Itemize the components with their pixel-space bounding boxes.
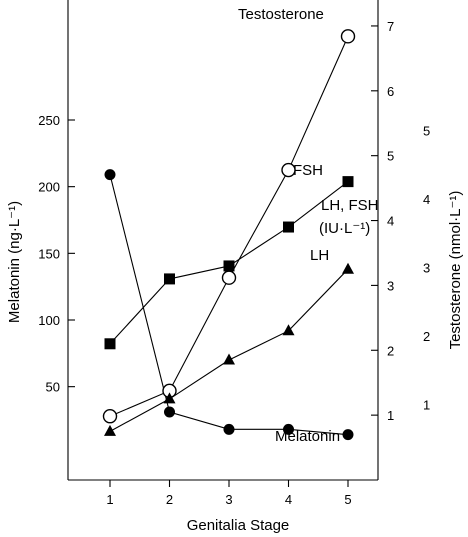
right-inner-tick-label: 3: [387, 278, 394, 293]
melatonin-point: [223, 423, 235, 435]
right-inner-tick-label: 6: [387, 84, 394, 99]
x-tick-label: 3: [225, 492, 232, 507]
lh-line: [109, 268, 349, 432]
right-outer-tick-label: 3: [423, 260, 430, 275]
fsh-point: [164, 273, 175, 285]
right-outer-tick-label: 4: [423, 192, 430, 207]
right-inner-tick-label: 4: [387, 214, 394, 229]
x-tick-label: 4: [285, 492, 292, 507]
left-tick-label: 250: [38, 113, 60, 128]
right-inner-tick-label: 5: [387, 149, 394, 164]
fsh-series-label: FSH: [293, 162, 323, 179]
right-outer-tick-label: 2: [423, 329, 430, 344]
lh-point: [104, 424, 116, 436]
melatonin-point: [283, 423, 294, 435]
lh-fsh-axis-label-line-2: (IU·L⁻¹): [319, 220, 370, 237]
fsh-point: [342, 176, 354, 188]
y-axis-label-right: Testosterone (nmol·L⁻¹): [447, 191, 464, 350]
testosterone-point: [221, 270, 237, 285]
lh-point: [282, 324, 295, 336]
right-inner-tick-label: 1: [387, 408, 394, 423]
testosterone-series-label: Testosterone: [238, 6, 324, 23]
fsh-point: [283, 221, 294, 233]
right-outer-tick-label: 5: [423, 123, 430, 138]
testosterone-point: [281, 162, 296, 178]
lh-point: [163, 392, 176, 404]
lh-point: [342, 262, 354, 274]
right-outer-tick-label: 1: [423, 398, 430, 413]
testosterone-point: [340, 29, 356, 44]
melatonin-point: [164, 406, 175, 418]
melatonin-point: [342, 429, 354, 441]
x-tick-label: 2: [166, 492, 173, 507]
right-inner-tick-label: 7: [387, 19, 394, 34]
lh-point: [223, 353, 235, 365]
x-tick-label: 5: [344, 492, 351, 507]
left-tick-label: 50: [46, 380, 60, 395]
left-tick-label: 150: [38, 246, 60, 261]
fsh-point: [104, 338, 116, 350]
lh-fsh-axis-label-line-1: LH, FSH: [321, 197, 379, 214]
left-tick-label: 200: [38, 180, 60, 195]
testosterone-point: [102, 409, 118, 424]
left-tick-label: 100: [38, 313, 60, 328]
fsh-point: [223, 260, 235, 272]
melatonin-point: [104, 169, 116, 181]
x-tick-label: 1: [106, 492, 113, 507]
lh-series-label: LH: [310, 247, 329, 264]
right-inner-tick-label: 2: [387, 343, 394, 358]
y-axis-label-left: Melatonin (ng·L⁻¹): [6, 201, 23, 323]
x-axis-label: Genitalia Stage: [187, 517, 290, 534]
